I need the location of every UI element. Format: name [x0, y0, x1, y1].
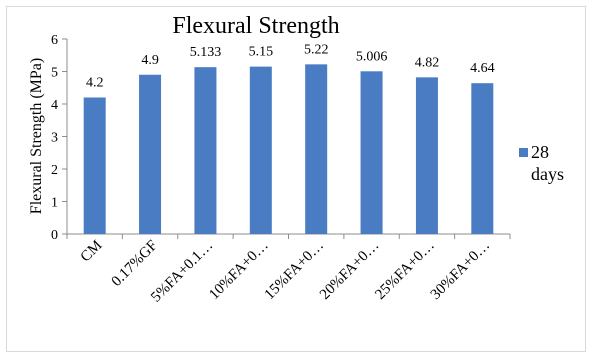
y-tick-label: 0: [51, 228, 58, 243]
y-tick-label: 2: [51, 163, 58, 178]
data-labels: 4.2 4.9 5.133 5.15 5.22 5.006 4.82 4.64: [86, 42, 495, 90]
legend: 28 days: [519, 142, 564, 184]
bar: [471, 83, 494, 234]
data-label: 4.9: [141, 53, 159, 68]
data-label: 4.64: [470, 61, 495, 76]
y-axis-label: Flexural Strength (MPa): [28, 58, 45, 214]
data-label: 5.133: [190, 45, 222, 60]
x-tick-label: 30%FA+0…: [428, 238, 493, 303]
x-tick-labels: CM 0.17%GF5%FA+0.1…10%FA+0…15%FA+0…20%FA+…: [78, 238, 493, 306]
bar: [305, 64, 328, 234]
bar: [415, 77, 438, 234]
x-axis: [66, 233, 511, 239]
y-tick-label: 1: [51, 196, 58, 211]
data-label: 5.22: [304, 42, 329, 57]
y-tick-label: 6: [51, 33, 58, 48]
x-tick-label: CM: [78, 238, 106, 266]
y-tick-label: 3: [51, 131, 58, 146]
y-tick-label: 5: [51, 66, 58, 81]
legend-label-line1: 28: [531, 142, 549, 162]
legend-swatch: [519, 148, 528, 157]
chart-title: Flexural Strength: [172, 13, 339, 39]
data-label: 4.2: [86, 76, 104, 91]
y-tick-label: 4: [51, 98, 58, 113]
data-label: 4.82: [415, 55, 440, 70]
x-tick-label: 0.17%GF: [109, 238, 161, 290]
legend-label-line2: days: [531, 164, 564, 184]
bar: [360, 71, 383, 235]
bar: [194, 67, 217, 235]
y-axis: 0 1 2 3 4 5 6: [51, 33, 68, 243]
data-label: 5.15: [249, 45, 274, 60]
bar: [83, 97, 106, 234]
data-label: 5.006: [356, 49, 388, 64]
bar: [249, 66, 272, 234]
bar: [139, 74, 162, 234]
bar-series: [83, 64, 494, 235]
